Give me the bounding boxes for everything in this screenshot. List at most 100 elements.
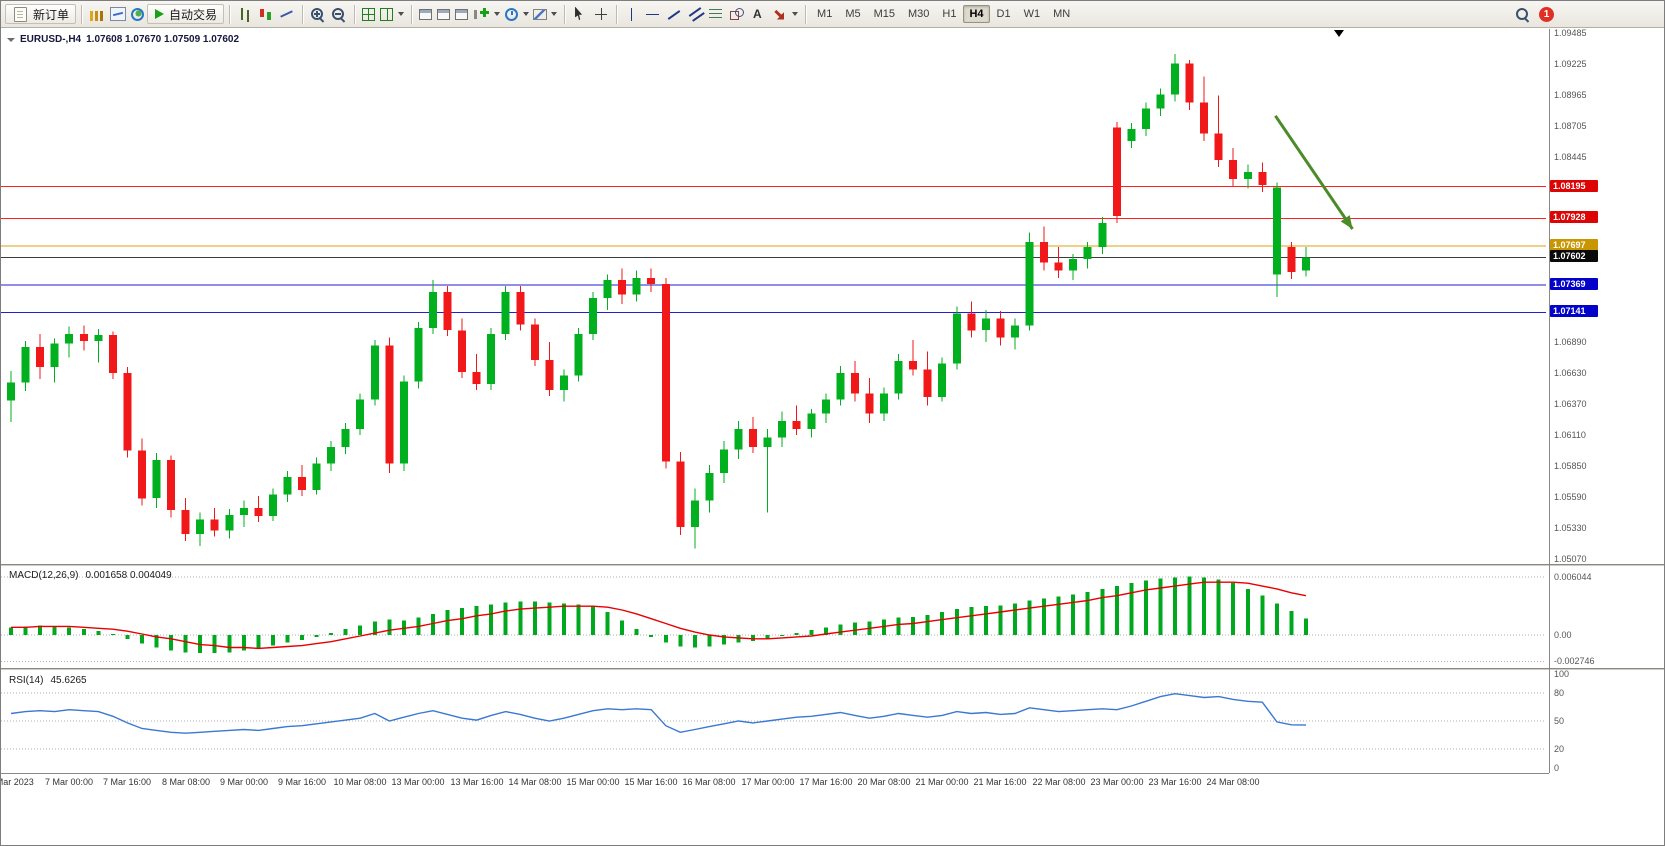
price-tick: 1.05590 xyxy=(1554,492,1587,502)
objects-dropdown-icon[interactable] xyxy=(792,12,799,16)
time-label: 13 Mar 16:00 xyxy=(450,777,504,787)
auto-trading-button[interactable]: 自动交易 xyxy=(147,4,225,24)
price-tick: 1.09225 xyxy=(1554,59,1587,69)
panel-splitter[interactable] xyxy=(1,564,1664,566)
chart-title: EURUSD-,H4 1.07608 1.07670 1.07509 1.076… xyxy=(7,34,239,45)
price-tick: 1.06110 xyxy=(1554,430,1586,440)
price-badge-1.07697: 1.07697 xyxy=(1550,239,1598,251)
trendline-icon[interactable] xyxy=(665,6,683,23)
toolbar-separator xyxy=(81,4,83,24)
chart-ohlc-values: 1.07608 1.07670 1.07509 1.07602 xyxy=(86,34,240,45)
chart-window-icon[interactable] xyxy=(110,7,127,21)
toolbar-separator xyxy=(616,4,618,24)
time-label: 13 Mar 00:00 xyxy=(391,777,445,787)
tile-horizontal-icon[interactable] xyxy=(437,8,451,20)
panel-splitter[interactable] xyxy=(1,668,1664,670)
rsi-panel-canvas[interactable] xyxy=(1,670,1549,772)
toolbar-separator xyxy=(354,4,356,24)
dropdown-caret-icon[interactable] xyxy=(523,12,530,16)
price-tick: 1.05070 xyxy=(1554,554,1587,564)
time-axis[interactable]: 6 Mar 2023 7 Mar 00:00 7 Mar 16:00 8 Mar 08… xyxy=(1,773,1549,794)
tile-vertical-icon[interactable] xyxy=(455,8,469,20)
text-label-icon[interactable] xyxy=(749,6,767,23)
notification-badge[interactable]: 1 xyxy=(1539,6,1554,22)
time-label: 23 Mar 00:00 xyxy=(1090,777,1144,787)
dropdown-caret-icon[interactable] xyxy=(551,12,558,16)
time-label: 9 Mar 00:00 xyxy=(219,777,269,787)
price-tick: 1.08705 xyxy=(1554,121,1587,131)
tile-windows-icon[interactable] xyxy=(380,7,394,21)
trend-arrow-annotation[interactable] xyxy=(1274,114,1354,230)
market-depth-icon[interactable] xyxy=(88,6,106,23)
new-order-icon xyxy=(14,6,27,22)
rsi-value: 45.6265 xyxy=(50,675,87,686)
timeframe-m1-button[interactable]: M1 xyxy=(817,8,833,20)
timeframe-m30-button[interactable]: M30 xyxy=(908,8,930,20)
time-label: 15 Mar 16:00 xyxy=(624,777,678,787)
time-label: 21 Mar 00:00 xyxy=(915,777,969,787)
new-order-button[interactable]: 新订单 xyxy=(5,4,77,24)
time-label: 14 Mar 08:00 xyxy=(508,777,562,787)
search-icon[interactable] xyxy=(1514,6,1532,23)
zoom-in-icon[interactable] xyxy=(309,6,327,23)
bar-chart-icon[interactable] xyxy=(236,6,254,23)
autotrade-play-icon xyxy=(155,9,165,19)
time-label: 8 Mar 08:00 xyxy=(161,777,211,787)
fibonacci-icon[interactable] xyxy=(707,6,725,23)
timeframe-mn-button[interactable]: MN xyxy=(1053,8,1071,20)
new-chart-icon[interactable] xyxy=(472,6,490,23)
shapes-icon[interactable] xyxy=(728,6,746,23)
candlestick-chart-icon[interactable] xyxy=(257,6,275,23)
chart-shift-marker-icon[interactable] xyxy=(1334,30,1344,37)
time-label: 10 Mar 08:00 xyxy=(333,777,387,787)
trend-arrow-head xyxy=(1340,215,1353,229)
timeframe-m5-button[interactable]: M5 xyxy=(845,8,861,20)
macd-axis-tick: 0.00 xyxy=(1554,630,1572,640)
cascade-windows-icon[interactable] xyxy=(419,8,433,20)
price-tick: 1.08965 xyxy=(1554,90,1587,100)
timeframe-d1-button[interactable]: D1 xyxy=(996,8,1011,20)
line-chart-icon[interactable] xyxy=(278,6,296,23)
time-label: 24 Mar 08:00 xyxy=(1206,777,1260,787)
price-tick: 1.08445 xyxy=(1554,152,1587,162)
rsi-axis-tick: 50 xyxy=(1554,716,1565,726)
price-badge-1.07928: 1.07928 xyxy=(1550,211,1598,223)
price-axis[interactable]: 1.09485 1.09225 1.08965 1.08705 1.08445 1.068… xyxy=(1550,1,1664,845)
timeframe-h4-button[interactable]: H4 xyxy=(963,5,990,23)
macd-panel-canvas[interactable] xyxy=(1,566,1549,668)
cursor-icon[interactable] xyxy=(571,6,589,23)
vertical-line-icon[interactable] xyxy=(623,6,641,23)
rsi-axis-tick: 20 xyxy=(1554,744,1565,754)
rsi-line xyxy=(10,692,1307,734)
timeframe-h1-button[interactable]: H1 xyxy=(942,8,957,20)
price-badge-1.08195: 1.08195 xyxy=(1550,180,1598,192)
cycle-icon[interactable] xyxy=(505,7,519,21)
timeframe-m15-button[interactable]: M15 xyxy=(873,8,895,20)
price-badge-1.07141: 1.07141 xyxy=(1550,305,1598,317)
arrow-object-icon[interactable] xyxy=(770,6,788,23)
auto-arrange-icon[interactable] xyxy=(362,7,376,21)
toolbar-separator xyxy=(805,4,807,24)
macd-signal-line xyxy=(11,581,1307,650)
equidistant-channel-icon[interactable] xyxy=(686,6,704,23)
globe-icon[interactable] xyxy=(131,7,145,21)
macd-indicator-label: MACD(12,26,9) 0.001658 0.004049 xyxy=(9,570,172,581)
time-label: 21 Mar 16:00 xyxy=(973,777,1027,787)
rsi-axis-tick: 0 xyxy=(1554,763,1560,773)
toolbar-separator xyxy=(302,4,304,24)
toolbar: 新订单 自动交易 xyxy=(1,1,1664,28)
macd-name: MACD(12,26,9) xyxy=(9,570,79,581)
dropdown-caret-icon[interactable] xyxy=(398,12,405,16)
timeframe-w1-button[interactable]: W1 xyxy=(1023,8,1041,20)
dropdown-caret-icon[interactable] xyxy=(494,12,501,16)
main-chart-canvas[interactable] xyxy=(1,29,1549,564)
time-label: 7 Mar 00:00 xyxy=(44,777,94,787)
template-icon[interactable] xyxy=(533,8,548,20)
crosshair-icon[interactable] xyxy=(592,6,610,23)
zoom-out-icon[interactable] xyxy=(330,6,348,23)
price-tick: 1.09485 xyxy=(1554,28,1587,38)
time-label: 17 Mar 00:00 xyxy=(741,777,795,787)
horizontal-line-icon[interactable] xyxy=(644,6,662,23)
one-click-collapse-icon[interactable] xyxy=(7,37,15,42)
toolbar-right-cluster: 1 xyxy=(1513,6,1554,23)
